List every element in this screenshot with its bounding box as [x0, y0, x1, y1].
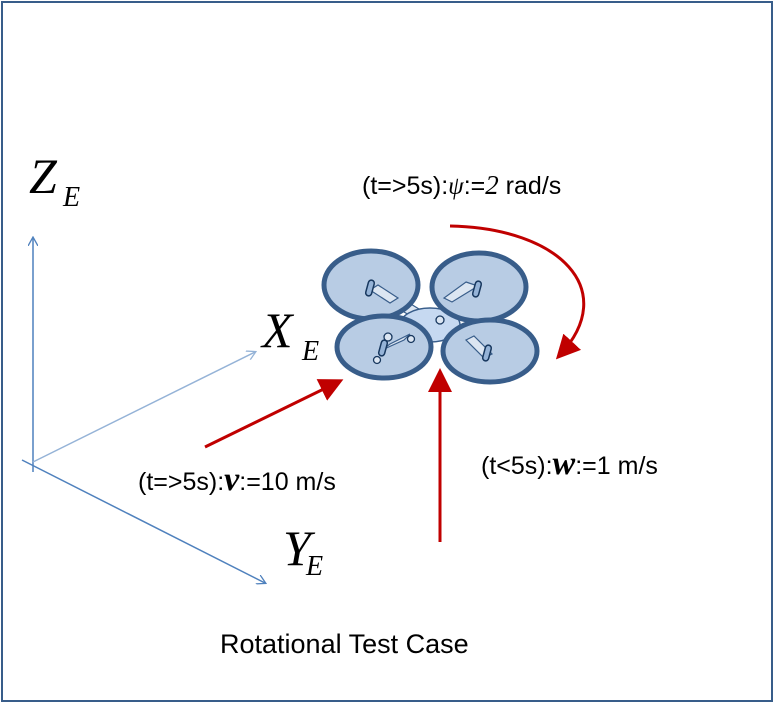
y-axis-subscript: E: [305, 551, 323, 582]
svg-text:(t=>5s):ψ:=2 rad/s: (t=>5s):ψ:=2 rad/s: [362, 170, 561, 200]
y-axis: [21, 459, 265, 583]
x-axis-label: X E: [260, 302, 319, 367]
x-axis-letter: X: [260, 302, 295, 358]
forward-value: :=10 m/s: [239, 468, 336, 496]
yaw-time-condition: (t=>5s):: [362, 172, 448, 200]
svg-text:(t=>5s):v:=10 m/s: (t=>5s):v:=10 m/s: [138, 461, 336, 498]
z-axis-label: Z E: [29, 148, 80, 213]
forward-velocity-arrow: [204, 379, 344, 449]
quadrotor-icon: [321, 248, 540, 385]
diagram-caption: Rotational Test Case: [220, 629, 469, 659]
x-axis: [32, 352, 255, 463]
x-axis-subscript: E: [301, 336, 319, 367]
yaw-annotation: (t=>5s):ψ:=2 rad/s: [362, 170, 561, 200]
y-axis-label: Y E: [283, 520, 323, 582]
yaw-unit: rad/s: [499, 172, 562, 200]
yaw-rotation-arrow: [449, 224, 586, 360]
vertical-value: :=1 m/s: [575, 452, 658, 480]
quadrotor-arm-overlay: [368, 281, 494, 359]
yaw-symbol: ψ: [448, 173, 464, 200]
svg-text:(t<5s):w:=1 m/s: (t<5s):w:=1 m/s: [481, 445, 658, 482]
coordinate-axes: [21, 238, 265, 583]
yaw-assign: :=: [464, 172, 486, 200]
forward-symbol: v: [224, 461, 240, 498]
z-axis-subscript: E: [62, 182, 80, 213]
forward-time-condition: (t=>5s):: [138, 468, 224, 496]
z-axis-letter: Z: [29, 148, 58, 204]
forward-annotation: (t=>5s):v:=10 m/s: [138, 461, 336, 498]
quadrotor-bolts: [372, 315, 445, 365]
vertical-symbol: w: [553, 445, 576, 482]
y-axis-letter: Y: [283, 520, 316, 576]
command-arrows: [204, 224, 586, 542]
vertical-time-condition: (t<5s):: [481, 452, 553, 480]
yaw-value: 2: [485, 170, 499, 200]
vertical-annotation: (t<5s):w:=1 m/s: [481, 445, 658, 482]
quadrotor-motors: [364, 279, 493, 362]
